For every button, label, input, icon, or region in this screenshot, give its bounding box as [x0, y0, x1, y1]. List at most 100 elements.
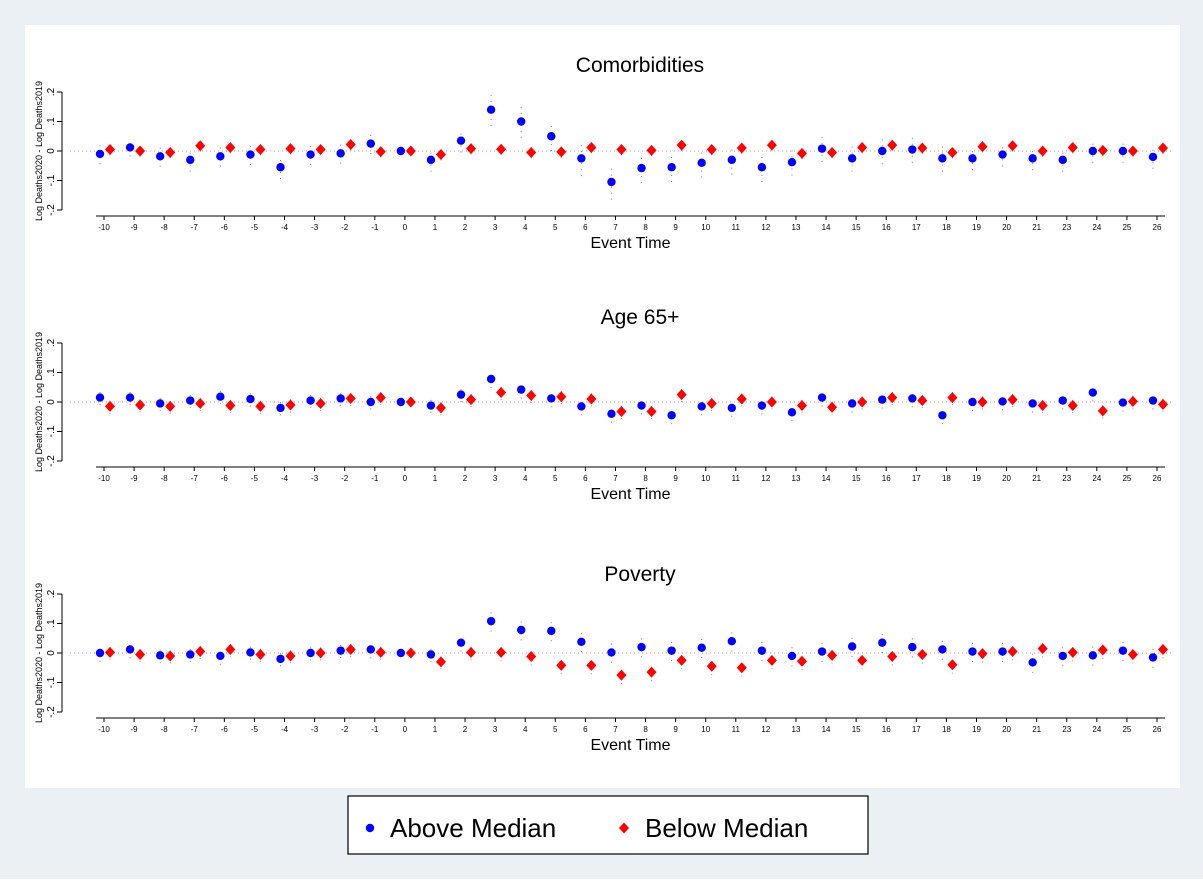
- point: [1158, 142, 1168, 154]
- x-tick-label: 15: [852, 725, 861, 734]
- point: [727, 403, 736, 413]
- legend-label: Above Median: [390, 813, 556, 843]
- x-tick-label: -7: [191, 725, 199, 734]
- point: [165, 400, 176, 412]
- point: [135, 399, 146, 411]
- point: [757, 163, 767, 172]
- point: [135, 648, 146, 660]
- point: [766, 139, 777, 151]
- x-tick-label: 3: [493, 223, 498, 232]
- point: [977, 141, 988, 153]
- point: [1148, 396, 1158, 405]
- x-tick-label: 19: [972, 223, 981, 232]
- x-tick-label: 1: [433, 725, 438, 734]
- point: [466, 394, 477, 406]
- point: [246, 394, 255, 404]
- y-tick-label: -.1: [46, 676, 57, 688]
- point: [366, 139, 375, 148]
- x-axis-label: Event Time: [590, 486, 670, 503]
- point: [306, 150, 315, 159]
- point: [1088, 146, 1098, 156]
- y-tick-label: -.1: [46, 174, 57, 186]
- x-tick-label: 18: [942, 725, 951, 734]
- point: [607, 648, 616, 657]
- point: [676, 139, 687, 151]
- point: [766, 654, 777, 666]
- x-tick-label: 8: [643, 223, 648, 232]
- panel-title: Poverty: [604, 563, 676, 586]
- point: [225, 141, 236, 153]
- x-tick-label: -9: [131, 725, 139, 734]
- x-tick-label: 7: [613, 725, 618, 734]
- x-tick-label: 21: [1032, 223, 1041, 232]
- x-tick-label: 2: [463, 223, 468, 232]
- x-tick-label: -10: [98, 223, 110, 232]
- x-tick-label: 26: [1153, 725, 1162, 734]
- point: [1028, 154, 1037, 163]
- point: [315, 397, 326, 409]
- x-tick-label: 7: [613, 474, 618, 483]
- point: [345, 392, 356, 404]
- point: [435, 402, 446, 414]
- point: [947, 392, 958, 404]
- x-tick-label: 15: [852, 223, 861, 232]
- point: [336, 149, 345, 158]
- point: [998, 397, 1007, 406]
- x-tick-label: -5: [251, 223, 259, 232]
- point: [908, 145, 917, 154]
- point: [616, 669, 627, 681]
- x-tick-label: 12: [761, 223, 770, 232]
- point: [216, 651, 225, 661]
- x-tick-label: 17: [912, 725, 921, 734]
- point: [276, 654, 285, 664]
- point: [796, 147, 807, 159]
- x-tick-label: -4: [281, 474, 289, 483]
- point: [998, 647, 1007, 656]
- point: [586, 393, 597, 405]
- point: [547, 394, 556, 403]
- point: [396, 648, 406, 658]
- point: [676, 654, 687, 666]
- point: [375, 392, 386, 404]
- point: [1148, 152, 1158, 162]
- x-tick-label: 17: [912, 223, 921, 232]
- point: [125, 393, 135, 402]
- point: [405, 396, 416, 408]
- x-tick-label: 6: [583, 725, 588, 734]
- point: [1118, 646, 1128, 655]
- point: [315, 647, 326, 659]
- point: [556, 391, 567, 403]
- point: [195, 140, 206, 152]
- point: [456, 638, 466, 647]
- point: [526, 651, 537, 663]
- point: [908, 394, 917, 403]
- point: [1067, 141, 1078, 153]
- x-tick-label: 11: [732, 725, 741, 734]
- x-tick-label: 13: [792, 725, 801, 734]
- x-tick-label: -3: [311, 223, 319, 232]
- x-tick-label: 6: [583, 223, 588, 232]
- x-tick-label: 9: [673, 223, 678, 232]
- point: [706, 144, 717, 156]
- point: [336, 394, 345, 403]
- point: [547, 132, 556, 141]
- point: [1158, 398, 1168, 410]
- point: [105, 400, 115, 412]
- x-tick-label: 21: [1032, 474, 1041, 483]
- x-tick-label: 0: [403, 223, 408, 232]
- x-tick-label: -5: [251, 725, 259, 734]
- point: [796, 400, 807, 412]
- point: [426, 650, 436, 659]
- point: [306, 396, 315, 405]
- point: [1037, 400, 1048, 412]
- x-tick-label: -7: [191, 223, 199, 232]
- legend: [347, 795, 869, 855]
- y-tick-label: -.2: [46, 706, 57, 718]
- panel-title: Age 65+: [601, 306, 680, 329]
- x-tick-label: 25: [1122, 725, 1131, 734]
- point: [616, 405, 627, 417]
- x-tick-label: 3: [493, 474, 498, 483]
- x-tick-label: 19: [972, 725, 981, 734]
- point: [1127, 395, 1138, 407]
- point: [817, 393, 827, 402]
